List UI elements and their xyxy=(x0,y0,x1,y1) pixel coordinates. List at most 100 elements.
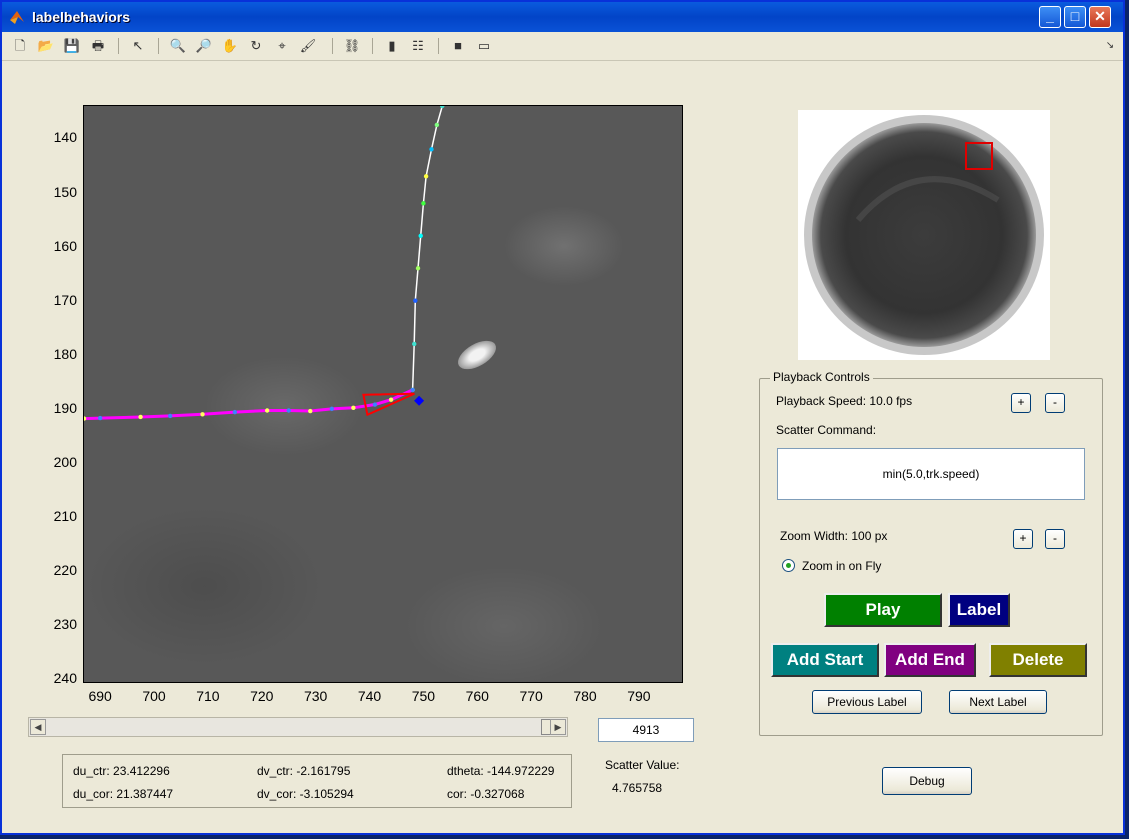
zoom-on-fly-label[interactable]: Zoom in on Fly xyxy=(802,559,882,573)
y-tick-label: 220 xyxy=(53,562,77,579)
scatter-value-label: Scatter Value: xyxy=(605,758,680,772)
y-tick-label: 210 xyxy=(53,508,77,525)
delete-button[interactable]: Delete xyxy=(989,643,1087,677)
legend-icon[interactable]: ☷ xyxy=(412,38,424,53)
title-bar[interactable]: labelbehaviors _ □ ✕ xyxy=(2,2,1123,32)
window-title: labelbehaviors xyxy=(32,9,131,25)
dock-arrow-icon[interactable]: ↘ xyxy=(1105,40,1115,51)
track-point xyxy=(421,201,426,206)
save-icon[interactable]: 💾 xyxy=(63,38,81,53)
fly-position-marker xyxy=(414,395,425,406)
add-start-button[interactable]: Add Start xyxy=(771,643,879,677)
play-button[interactable]: Play xyxy=(824,593,942,627)
hide-plot-tools-icon[interactable]: ■ xyxy=(454,38,462,53)
x-tick-label: 780 xyxy=(573,688,597,704)
zoom-minus-button[interactable]: - xyxy=(1045,529,1065,549)
track-point xyxy=(200,412,205,417)
matlab-icon xyxy=(10,11,24,24)
track-point xyxy=(286,408,291,413)
playback-controls-panel: Playback Controls Playback Speed: 10.0 f… xyxy=(759,370,1103,736)
fly-orientation-triangle xyxy=(362,392,415,417)
axes-border xyxy=(83,105,683,683)
track-point xyxy=(429,147,434,152)
add-end-button[interactable]: Add End xyxy=(884,643,976,677)
zoom-plus-button[interactable]: + xyxy=(1013,529,1033,549)
track-point xyxy=(372,402,378,407)
track-point xyxy=(415,266,421,271)
y-tick-label: 170 xyxy=(53,291,77,308)
track-line xyxy=(411,106,444,390)
arena-preview[interactable] xyxy=(798,110,1050,360)
y-tick-label: 180 xyxy=(53,345,77,362)
track-point xyxy=(167,413,173,419)
pan-icon[interactable]: ✋ xyxy=(221,38,239,53)
track-info-box: du_ctr: 23.412296 du_cor: 21.387447 dv_c… xyxy=(62,754,572,808)
speed-plus-button[interactable]: + xyxy=(1011,393,1031,413)
dv-cor-text: dv_cor: -3.105294 xyxy=(257,787,354,801)
zoom-region-marker xyxy=(965,142,993,170)
print-icon[interactable]: 🖶 xyxy=(91,38,105,53)
cor-text: cor: -0.327068 xyxy=(447,787,525,801)
x-tick-label: 730 xyxy=(303,688,328,704)
y-tick-label: 240 xyxy=(53,670,77,687)
dtheta-text: dtheta: -144.972229 xyxy=(447,764,555,778)
y-tick-label: 160 xyxy=(53,237,77,254)
x-tick-label: 700 xyxy=(142,688,166,704)
x-tick-label: 720 xyxy=(250,688,274,704)
rotate-3d-icon[interactable]: ↻ xyxy=(250,38,262,53)
video-axes[interactable] xyxy=(84,106,682,682)
du-ctr-text: du_ctr: 23.412296 xyxy=(73,764,170,778)
x-tick-label: 690 xyxy=(88,688,112,704)
zoom-out-icon[interactable]: 🔎 xyxy=(195,38,213,53)
track-plot xyxy=(84,106,445,421)
du-cor-text: du_cor: 21.387447 xyxy=(73,787,174,801)
select-pointer-icon[interactable]: ↖ xyxy=(132,38,144,53)
slider-right-arrow-icon[interactable]: ▶ xyxy=(550,719,566,735)
x-tick-label: 770 xyxy=(519,688,543,704)
scatter-value: 4.765758 xyxy=(612,781,663,795)
panel-title: Playback Controls xyxy=(770,370,873,384)
track-point xyxy=(388,397,394,402)
zoom-on-fly-radio[interactable] xyxy=(782,559,795,572)
zoom-in-icon[interactable]: 🔍 xyxy=(169,38,187,53)
x-tick-label: 760 xyxy=(465,688,489,704)
y-tick-label: 150 xyxy=(53,183,77,200)
next-label-button[interactable]: Next Label xyxy=(949,690,1047,714)
playback-speed-label: Playback Speed: 10.0 fps xyxy=(776,394,913,408)
speed-minus-button[interactable]: - xyxy=(1045,393,1065,413)
track-point xyxy=(413,298,418,303)
label-button[interactable]: Label xyxy=(948,593,1010,627)
track-point xyxy=(434,122,440,128)
show-plot-tools-icon[interactable]: ▭ xyxy=(477,38,491,53)
track-point xyxy=(264,408,270,413)
track-point xyxy=(232,409,238,415)
y-tick-label: 190 xyxy=(53,399,77,416)
track-point xyxy=(423,174,429,179)
new-figure-icon[interactable]: 🗋 xyxy=(14,38,26,53)
debug-button[interactable]: Debug xyxy=(882,767,972,795)
link-plot-icon[interactable]: ⛓ xyxy=(343,38,361,53)
maximize-button[interactable]: □ xyxy=(1064,6,1086,28)
track-point xyxy=(412,341,417,347)
close-button[interactable]: ✕ xyxy=(1089,6,1111,28)
slider-left-arrow-icon[interactable]: ◀ xyxy=(30,719,46,735)
brush-icon[interactable]: 🖌 xyxy=(299,38,317,53)
dv-ctr-text: dv_ctr: -2.161795 xyxy=(257,764,351,778)
open-icon[interactable]: 📂 xyxy=(37,38,55,53)
minimize-button[interactable]: _ xyxy=(1039,6,1061,28)
previous-label-button[interactable]: Previous Label xyxy=(812,690,922,714)
colorbar-icon[interactable]: ▮ xyxy=(388,38,396,53)
track-point xyxy=(351,405,356,410)
y-tick-label: 140 xyxy=(53,129,77,146)
track-point xyxy=(418,233,423,239)
track-point xyxy=(308,408,313,414)
x-tick-label: 740 xyxy=(357,688,382,704)
frame-number-field[interactable]: 4913 xyxy=(598,718,694,742)
track-point xyxy=(410,387,415,393)
track-point xyxy=(97,415,103,421)
track-point xyxy=(138,414,143,420)
data-cursor-icon[interactable]: ⌖ xyxy=(278,38,286,53)
frame-slider[interactable]: ◀ ▶ xyxy=(28,717,568,737)
scatter-command-field[interactable]: min(5.0,trk.speed) xyxy=(777,448,1085,500)
track-point xyxy=(84,416,87,421)
